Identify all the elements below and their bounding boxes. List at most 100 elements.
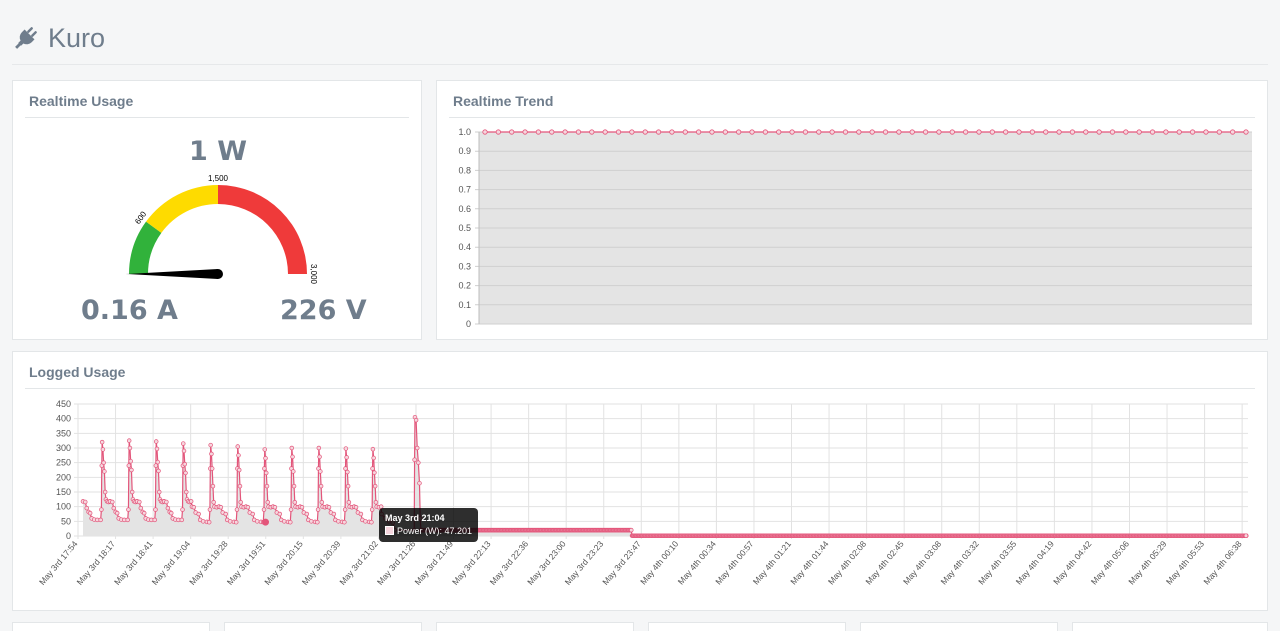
trend-point — [882, 129, 889, 135]
trend-ytick-label: 0.5 — [458, 223, 471, 233]
logged-point — [141, 510, 147, 516]
trend-point — [1203, 129, 1209, 135]
logged-xtick-label: May 4th 06:38 — [1201, 539, 1243, 587]
logged-point — [223, 511, 228, 517]
logged-point — [238, 500, 243, 505]
logged-point — [207, 507, 213, 512]
realtime-usage-title: Realtime Usage — [25, 81, 409, 118]
logged-xtick-label: May 4th 01:44 — [788, 539, 830, 587]
logged-point — [188, 499, 194, 504]
trend-ytick-label: 0.6 — [458, 204, 471, 214]
trend-point — [802, 129, 809, 135]
trend-point — [989, 129, 995, 135]
logged-point — [200, 519, 206, 524]
logged-point — [373, 500, 379, 505]
trend-ytick-label: 0.1 — [458, 300, 471, 310]
logged-point — [208, 442, 213, 448]
logged-ytick-label: 300 — [56, 443, 71, 453]
realtime-trend-panel: Realtime Trend 1.0 0.9 0.8 0.7 0.6 0.5 0.4 0.3 0… — [436, 80, 1268, 340]
logged-xtick-label: May 3rd 19:28 — [187, 539, 230, 587]
logged-point — [156, 468, 161, 474]
logged-ytick-label: 0 — [66, 531, 71, 541]
logged-point — [155, 459, 160, 465]
trend-ytick-label: 0.8 — [458, 165, 471, 175]
logged-point — [138, 505, 144, 511]
bottom-card-2 — [224, 622, 422, 631]
logged-xtick-label: May 3rd 19:51 — [225, 539, 268, 587]
logged-point — [342, 519, 347, 525]
plug-icon — [15, 27, 37, 49]
trend-point — [482, 129, 488, 135]
logged-ytick-label: 400 — [56, 414, 71, 424]
logged-point — [346, 500, 352, 505]
gauge-tick-label: 3,000 — [309, 264, 318, 285]
logged-point — [153, 507, 158, 512]
logged-point — [318, 469, 323, 474]
tooltip-row: Power (W): 47.201 — [385, 525, 472, 538]
logged-point — [304, 511, 310, 517]
logged-point — [250, 511, 255, 517]
trend-point — [709, 129, 715, 135]
logged-point — [1243, 533, 1249, 538]
logged-point — [137, 499, 142, 505]
logged-xtick-label: May 3rd 21:02 — [337, 539, 380, 587]
logged-point — [331, 511, 337, 517]
trend-point — [589, 129, 595, 135]
logged-ytick-label: 250 — [56, 458, 71, 468]
logged-point — [209, 466, 215, 471]
trend-point — [776, 129, 782, 135]
trend-point — [602, 129, 608, 135]
logged-xtick-label: May 3rd 23:47 — [600, 539, 643, 587]
bottom-card-6 — [1072, 622, 1268, 631]
logged-point — [343, 446, 349, 451]
logged-point — [245, 505, 251, 510]
logged-point — [206, 519, 212, 525]
logged-point — [277, 511, 283, 517]
logged-point — [156, 489, 162, 495]
logged-xtick-label: May 4th 02:08 — [826, 539, 868, 587]
logged-point — [318, 483, 324, 489]
logged-point — [272, 505, 278, 510]
logged-ytick-label: 450 — [56, 399, 71, 409]
logged-point — [319, 500, 325, 505]
trend-point — [509, 129, 515, 135]
bottom-card-4 — [648, 622, 846, 631]
trend-point — [842, 129, 849, 135]
logged-point — [125, 517, 130, 523]
app-header: Kuro — [12, 18, 105, 58]
trend-point — [1016, 129, 1022, 135]
trend-point — [1083, 129, 1089, 135]
trend-point — [549, 129, 555, 135]
trend-point — [936, 129, 942, 135]
trend-point — [522, 129, 528, 135]
logged-ytick-label: 350 — [56, 428, 71, 438]
logged-point — [102, 469, 107, 474]
logged-point — [629, 527, 634, 533]
logged-point — [211, 500, 216, 505]
tooltip-label: Power (W): 47.201 — [397, 526, 473, 536]
logged-point — [288, 507, 294, 512]
logged-point — [154, 446, 160, 452]
gauge-zone-3 — [218, 185, 307, 274]
trend-point — [896, 129, 902, 135]
logged-point — [414, 445, 420, 451]
logged-point — [412, 457, 417, 462]
logged-ytick-label: 200 — [56, 472, 71, 482]
logged-point — [413, 417, 419, 423]
logged-point — [99, 507, 104, 512]
trend-ytick-label: 0.3 — [458, 261, 471, 271]
logged-point — [100, 447, 106, 452]
logged-point — [345, 469, 350, 475]
logged-xtick-label: May 3rd 17:54 — [37, 539, 80, 587]
logged-xtick-label: May 4th 05:29 — [1126, 539, 1168, 587]
logged-point — [99, 439, 105, 445]
realtime-trend-title: Realtime Trend — [449, 81, 1255, 118]
logged-point — [237, 483, 243, 489]
gauge-zone-2 — [145, 185, 218, 233]
trend-ytick-label: 0.4 — [458, 242, 471, 252]
trend-point — [629, 129, 635, 135]
trend-point — [922, 129, 929, 135]
trend-point — [829, 129, 835, 135]
logged-xtick-label: May 3rd 21:26 — [375, 539, 418, 587]
